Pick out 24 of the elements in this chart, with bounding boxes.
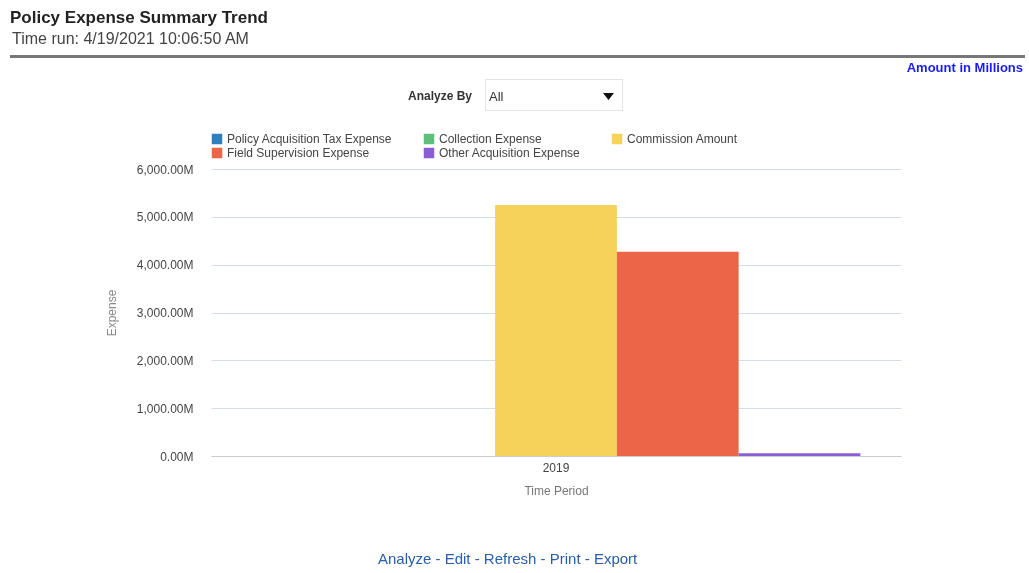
legend-label: Other Acquisition Expense [439,146,581,160]
chart-subtitle: Time run: 4/19/2021 10:06:50 AM [12,30,249,48]
bar [495,204,617,456]
bar [616,251,739,456]
legend-label: Collection Expense [439,132,543,146]
x-tick-label: 2019 [542,460,570,475]
y-tick-label: 2,000.00M [136,353,194,368]
x-axis-title: Time Period [524,483,589,498]
legend-label: Field Supervision Expense [227,146,370,160]
y-tick-label: 1,000.00M [136,401,194,416]
y-tick-label: 4,000.00M [136,258,194,273]
legend-label: Commission Amount [627,132,738,146]
y-tick-label: 0.00M [160,449,194,464]
text: Analyze - Edit - Refresh - Print - Export [378,550,638,567]
dropdown: All [485,79,623,111]
text: Amount in Millions [906,60,1023,75]
y-tick-label: 5,000.00M [136,210,194,225]
bar [738,453,861,456]
legend-label: Policy Acquisition Tax Expense [227,132,392,146]
chart-title: Policy Expense Summary Trend [10,8,268,28]
y-tick-label: 3,000.00M [136,306,194,320]
y-tick-label: 6,000.00M [136,162,194,177]
y-axis-title: Expense [104,289,119,337]
text: Analyze By [408,89,473,103]
